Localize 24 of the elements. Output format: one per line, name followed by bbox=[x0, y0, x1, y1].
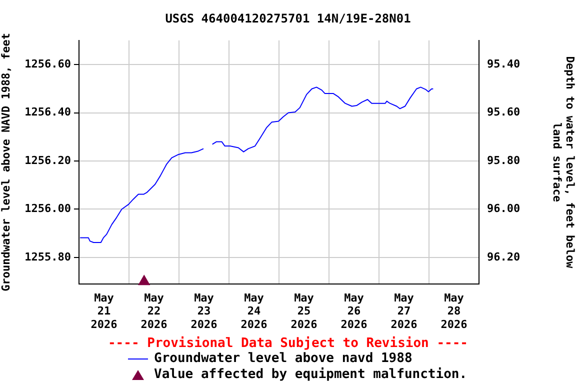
legend-label: Value affected by equipment malfunction. bbox=[154, 367, 468, 383]
y-tick-label: 1256.40 bbox=[24, 106, 71, 119]
chart-title: USGS 464004120275701 14N/19E-28N01 bbox=[165, 11, 411, 26]
text: ---- Provisional Data Subject to Revision ---- bbox=[106, 336, 470, 351]
y2-axis-title: Depth to water level, feet below land surface bbox=[550, 56, 576, 269]
y2-tick-label: 95.60 bbox=[487, 106, 520, 119]
y2-tick-label: 95.80 bbox=[487, 154, 520, 167]
x-tick-label: May 24 2026 bbox=[240, 291, 268, 331]
y-tick-label: 1256.20 bbox=[24, 154, 71, 167]
x-tick-label: May 23 2026 bbox=[190, 291, 218, 331]
x-tick-label: May 22 2026 bbox=[140, 291, 168, 331]
y-tick-label: 1256.60 bbox=[24, 57, 71, 70]
y2-tick-label: 96.20 bbox=[487, 250, 520, 264]
y2-tick-label: 95.40 bbox=[487, 57, 520, 70]
y-axis-title: Groundwater level above NAVD 1988, feet bbox=[0, 33, 12, 292]
x-tick-label: May 25 2026 bbox=[290, 291, 318, 331]
x-tick-label: May 26 2026 bbox=[340, 291, 368, 331]
x-tick-label: May 27 2026 bbox=[390, 291, 418, 331]
y-tick-label: 1255.80 bbox=[24, 250, 71, 264]
x-tick-label: May 28 2026 bbox=[440, 291, 468, 331]
legend-label: Groundwater level above navd 1988 bbox=[154, 351, 412, 367]
y-tick-label: 1256.00 bbox=[24, 202, 71, 216]
y2-tick-label: 96.00 bbox=[487, 202, 520, 216]
x-tick-label: May 21 2026 bbox=[90, 291, 118, 331]
